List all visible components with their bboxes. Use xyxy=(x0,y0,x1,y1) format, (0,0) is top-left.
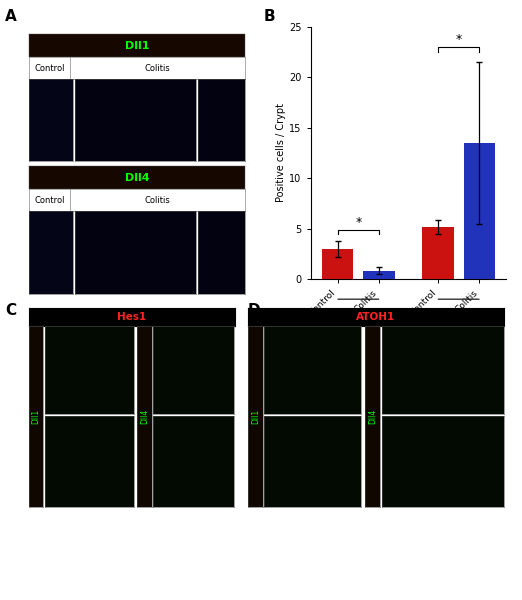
Text: Control: Control xyxy=(34,64,65,73)
Text: Colitis: Colitis xyxy=(145,196,171,205)
Text: D: D xyxy=(248,303,260,318)
Bar xyxy=(422,227,454,279)
Text: Dll4: Dll4 xyxy=(140,409,149,424)
Text: Dll4: Dll4 xyxy=(368,409,377,424)
Bar xyxy=(363,271,395,279)
Text: *: * xyxy=(456,33,462,46)
Text: A: A xyxy=(5,9,17,24)
Text: Dll1: Dll1 xyxy=(31,409,41,424)
Text: B: B xyxy=(264,9,275,24)
Text: Dll1: Dll1 xyxy=(251,409,260,424)
Text: C: C xyxy=(5,303,16,318)
Text: Dll4: Dll4 xyxy=(125,173,149,182)
Y-axis label: Positive cells / Crypt: Positive cells / Crypt xyxy=(276,103,286,202)
Text: Dll1: Dll1 xyxy=(125,41,149,50)
Text: Hes1: Hes1 xyxy=(117,312,147,322)
Bar xyxy=(464,143,495,279)
Text: ATOH1: ATOH1 xyxy=(356,312,396,322)
Text: Colitis: Colitis xyxy=(145,64,171,73)
Bar xyxy=(322,249,353,279)
Text: Control: Control xyxy=(34,196,65,205)
Text: *: * xyxy=(355,215,361,229)
